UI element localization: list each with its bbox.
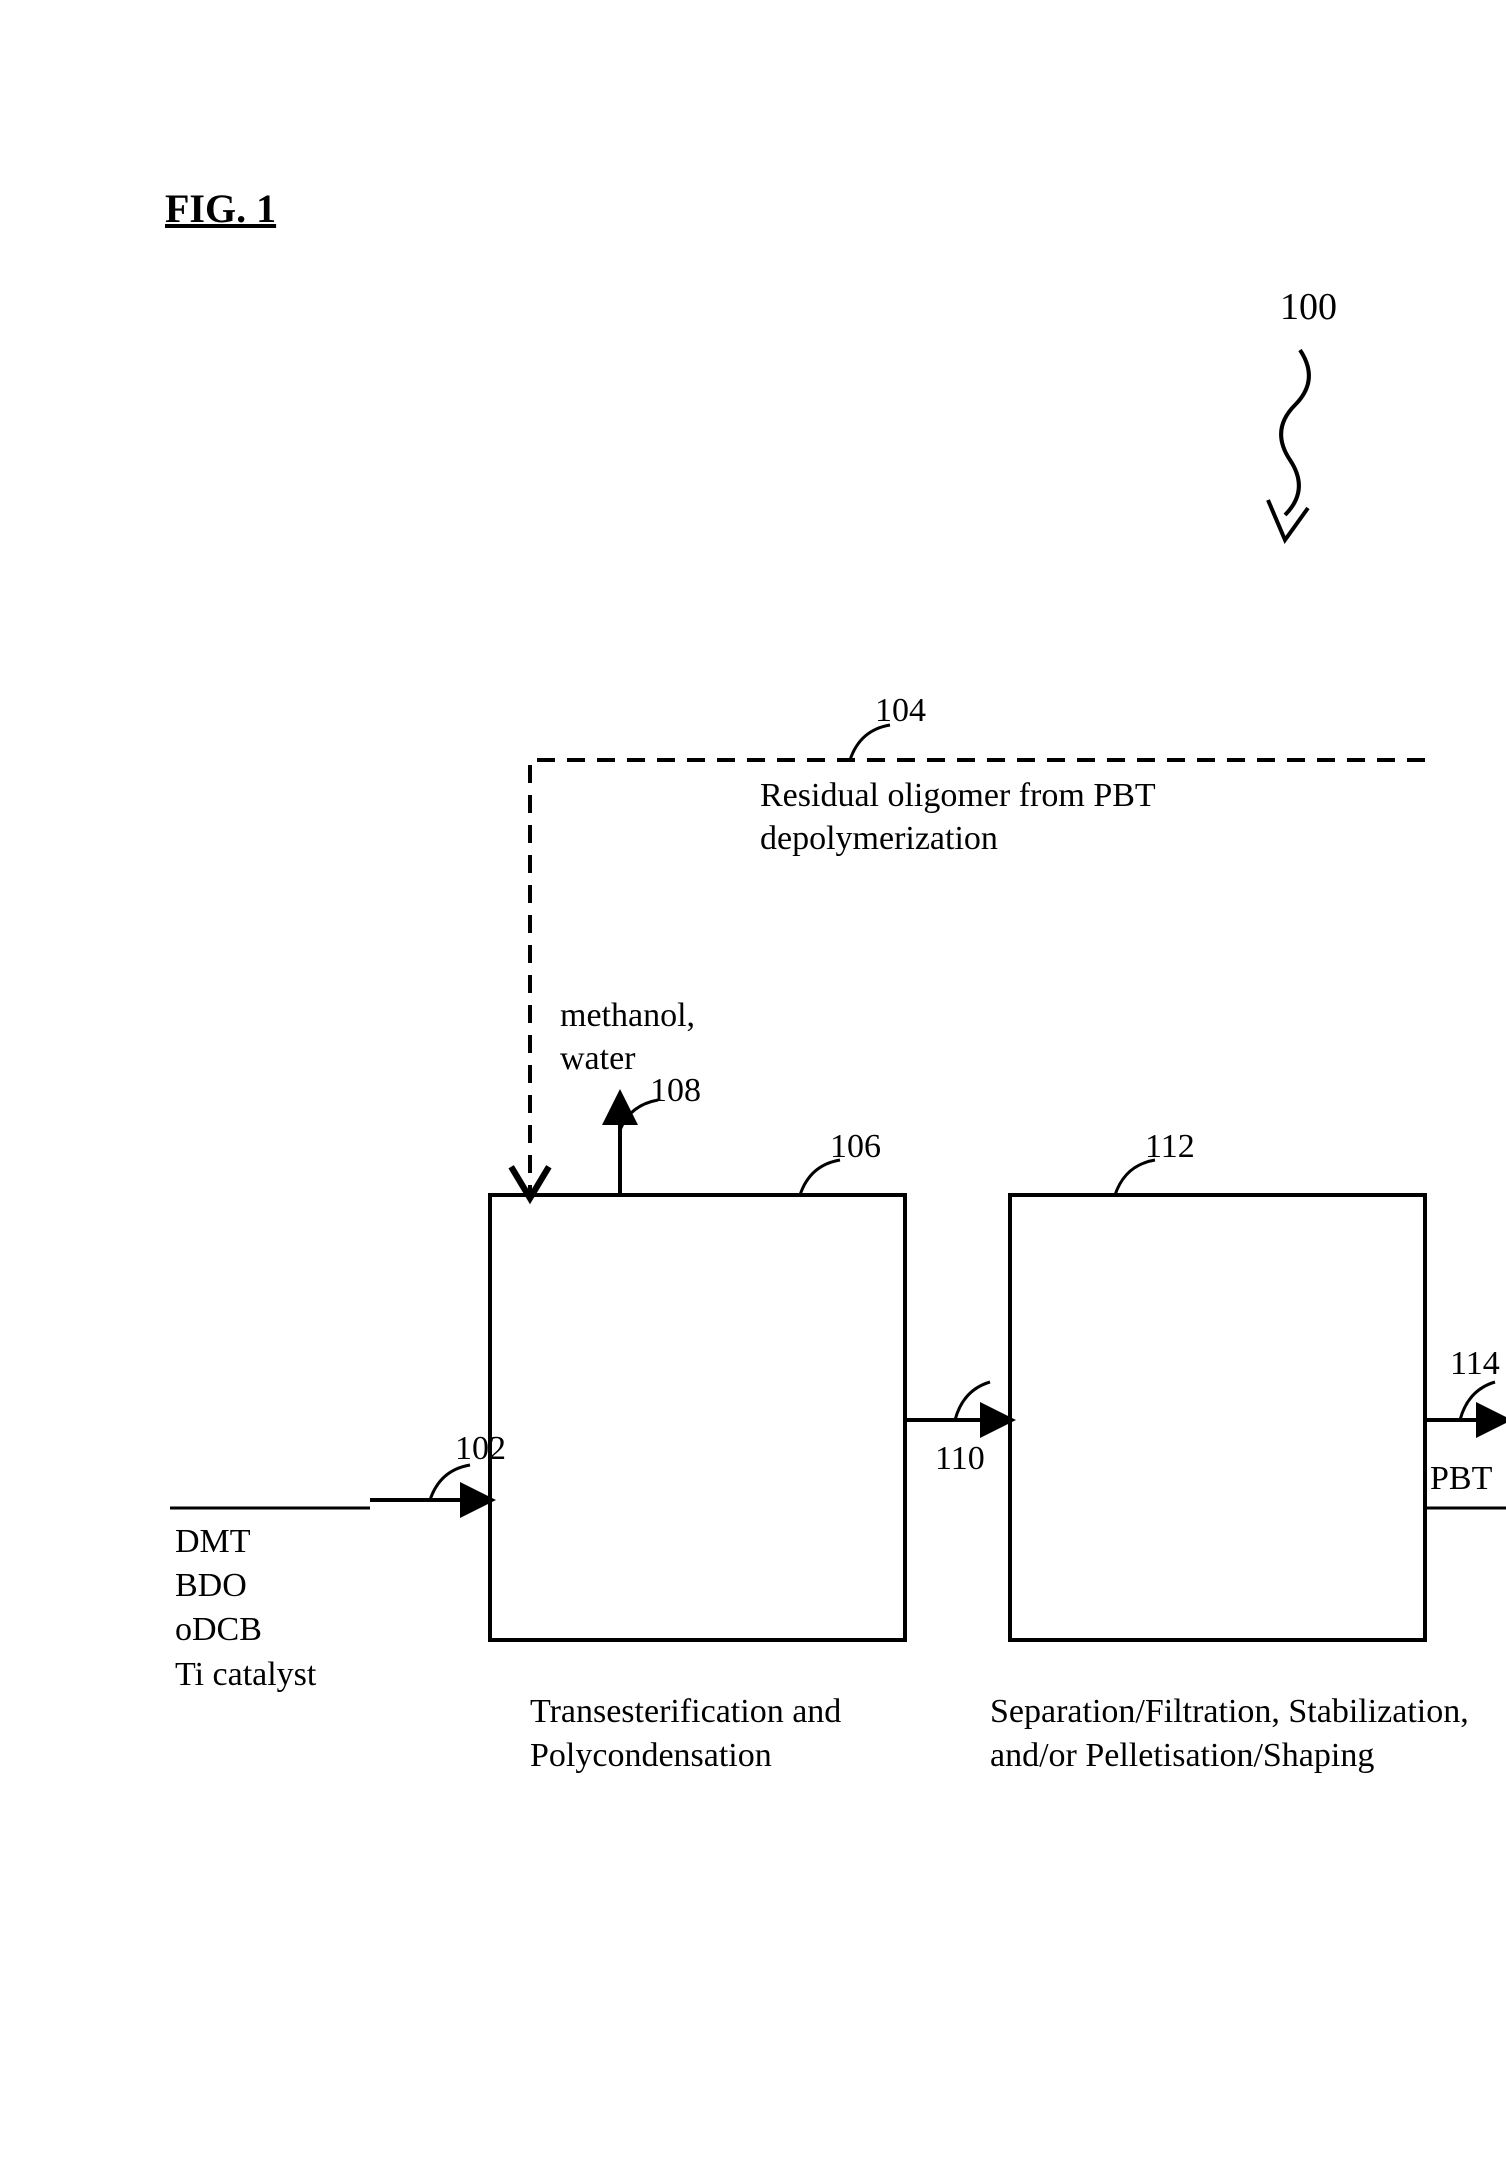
ref-106: 106	[830, 1128, 881, 1166]
ref-104: 104	[875, 692, 926, 730]
ref-110: 110	[935, 1440, 985, 1478]
topout-label: methanol, water	[560, 995, 695, 1080]
ref-104-leader	[850, 725, 890, 760]
process-box-1	[490, 1195, 905, 1640]
overall-ref: 100	[1280, 285, 1337, 329]
overall-ref-squiggle	[1281, 350, 1309, 515]
figure-canvas: FIG. 1	[0, 0, 1506, 2161]
ref-110-leader	[955, 1382, 990, 1420]
process-box-2	[1010, 1195, 1425, 1640]
out-label: PBT	[1430, 1460, 1492, 1498]
ref-114-leader	[1460, 1382, 1495, 1420]
ref-112: 112	[1145, 1128, 1195, 1166]
ref-114: 114	[1450, 1345, 1500, 1383]
box1-caption: Transesterification and Polycondensation	[530, 1690, 841, 1778]
ref-102-leader	[430, 1465, 470, 1500]
overall-ref-arrowhead	[1268, 500, 1308, 540]
feed-label: DMT BDO oDCB Ti catalyst	[175, 1520, 316, 1697]
ref-108: 108	[650, 1072, 701, 1110]
recycle-label: Residual oligomer from PBT depolymerizat…	[760, 775, 1156, 860]
box2-caption: Separation/Filtration, Stabilization, an…	[990, 1690, 1469, 1778]
ref-102: 102	[455, 1430, 506, 1468]
